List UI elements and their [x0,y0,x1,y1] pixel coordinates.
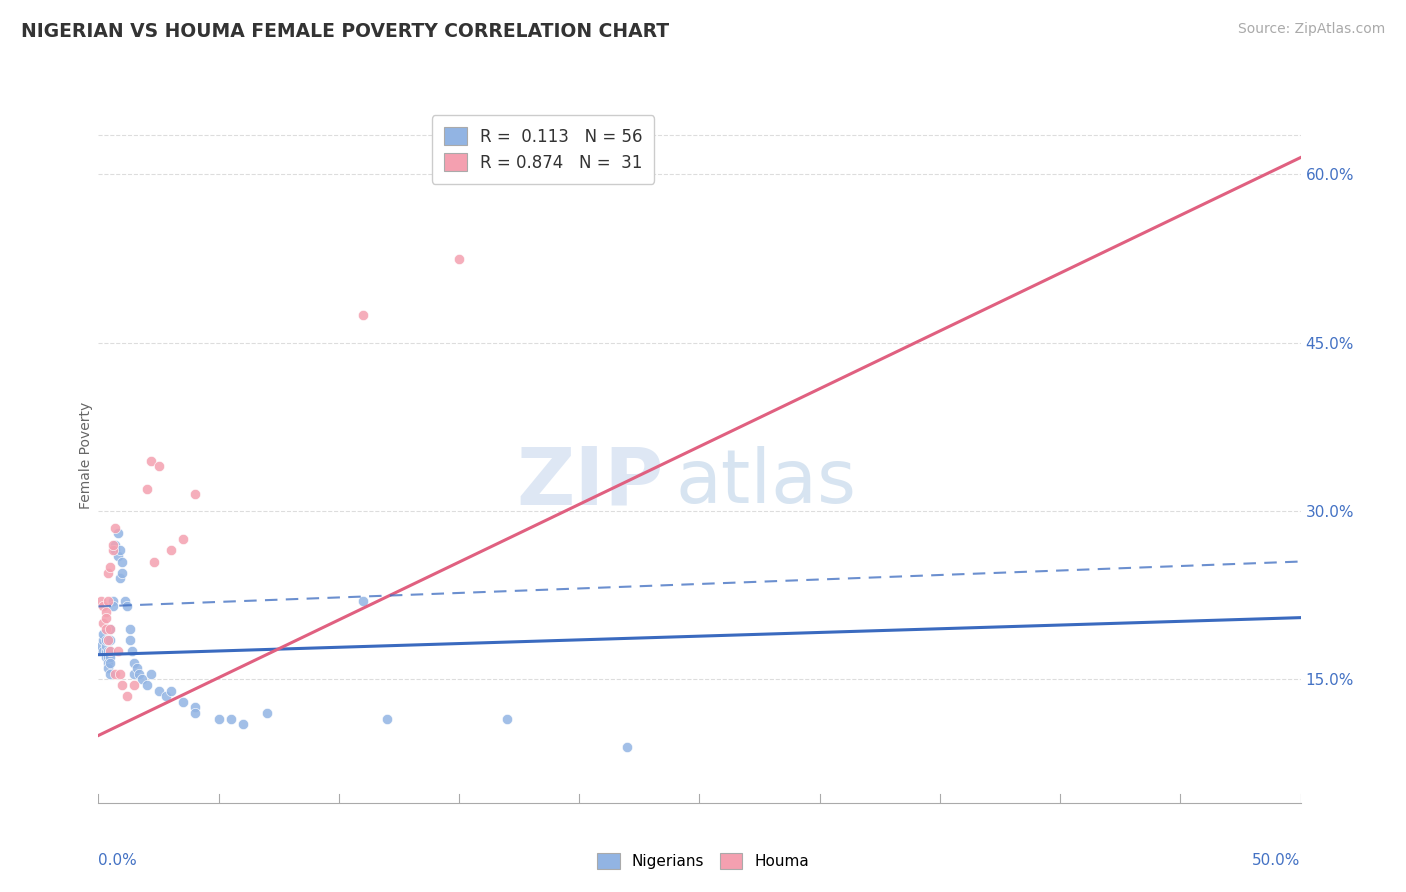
Point [256,706,278,720]
Point [219,712,242,726]
Point [94,644,117,658]
Point [352,594,374,608]
Point [97,633,120,648]
Point [97,594,120,608]
Point [616,739,638,754]
Point [94,649,117,664]
Point [141,666,163,681]
Point [91,627,114,641]
Point [97,566,120,580]
Point [141,453,163,467]
Point [111,555,134,569]
Point [352,308,374,322]
Point [100,644,122,658]
Point [568,151,591,165]
Point [90,644,112,658]
Point [124,666,146,681]
Point [90,639,112,653]
Point [128,666,150,681]
Point [101,538,124,552]
Point [104,521,127,535]
Point [447,252,470,266]
Point [159,683,181,698]
Point [91,599,114,614]
Point [117,599,139,614]
Point [100,622,122,636]
Point [101,543,124,558]
Point [97,661,120,675]
Point [101,599,124,614]
Point [131,673,153,687]
Point [97,644,120,658]
Point [100,560,122,574]
Point [104,538,127,552]
Point [107,526,129,541]
Point [104,543,127,558]
Point [107,549,129,563]
Point [91,633,114,648]
Point [94,633,117,648]
Point [124,678,146,692]
Point [125,661,148,675]
Point [183,706,205,720]
Legend: R =  0.113   N = 56, R = 0.874   N =  31: R = 0.113 N = 56, R = 0.874 N = 31 [432,115,654,184]
Text: NIGERIAN VS HOUMA FEMALE POVERTY CORRELATION CHART: NIGERIAN VS HOUMA FEMALE POVERTY CORRELA… [21,22,669,41]
Point [104,666,127,681]
Point [118,622,141,636]
Point [91,644,114,658]
Point [208,712,231,726]
Text: Source: ZipAtlas.com: Source: ZipAtlas.com [1237,22,1385,37]
Point [94,639,117,653]
Point [148,683,170,698]
Point [100,644,122,658]
Point [97,649,120,664]
Point [91,616,114,631]
Point [183,700,205,714]
Point [94,610,117,624]
Point [100,633,122,648]
Point [100,656,122,670]
Text: 0.0%: 0.0% [98,854,138,868]
Text: atlas: atlas [675,446,856,519]
Point [172,695,194,709]
Point [108,666,131,681]
Point [111,678,134,692]
Point [155,689,177,703]
Point [121,644,143,658]
Point [172,532,194,546]
Point [108,571,131,585]
Point [100,666,122,681]
Point [114,594,136,608]
Point [183,487,205,501]
Point [118,633,141,648]
Text: ZIP: ZIP [516,443,664,522]
Point [124,656,146,670]
Legend: Nigerians, Houma: Nigerians, Houma [591,847,815,875]
Point [142,555,165,569]
Point [97,656,120,670]
Point [159,543,181,558]
Point [496,712,519,726]
Point [108,543,131,558]
Point [97,633,120,648]
Point [111,566,134,580]
Point [148,459,170,474]
Point [232,717,254,731]
Point [135,482,157,496]
Text: 50.0%: 50.0% [1253,854,1301,868]
Y-axis label: Female Poverty: Female Poverty [79,401,93,508]
Point [375,712,398,726]
Point [117,689,139,703]
Point [100,649,122,664]
Point [94,605,117,619]
Point [100,622,122,636]
Point [101,594,124,608]
Point [94,622,117,636]
Point [90,594,112,608]
Point [135,678,157,692]
Point [107,644,129,658]
